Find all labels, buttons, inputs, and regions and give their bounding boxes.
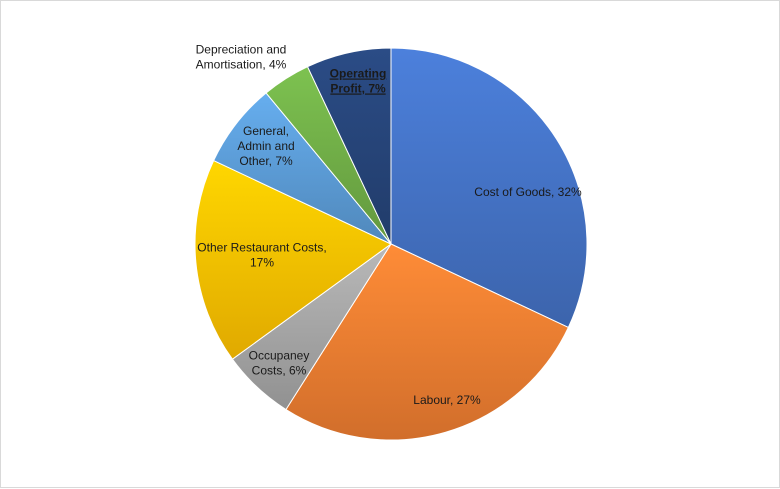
label-occupaney-costs: Occupaney Costs, 6% <box>249 349 310 378</box>
label-cost-of-goods: Cost of Goods, 32% <box>474 185 582 199</box>
slice-other-restaurant-costs <box>194 159 392 360</box>
label-other-restaurant-costs: Other Restaurant Costs, 17% <box>197 241 326 270</box>
slice-operating-profit <box>306 47 392 245</box>
label-depreciation-and-amortisation: Depreciation and Amortisation, 4% <box>196 43 287 72</box>
label-operating-profit: Operating Profit, 7% <box>330 67 387 96</box>
slice-cost-of-goods <box>390 47 588 329</box>
label-labour: Labour, 27% <box>413 393 481 407</box>
pie-labels: Cost of Goods, 32% Labour, 27% Occupaney Co… <box>196 43 582 408</box>
slice-labour <box>285 243 570 441</box>
pie-slices <box>194 47 588 441</box>
label-general-admin-and-other: General, Admin and Other, 7% <box>237 124 294 168</box>
